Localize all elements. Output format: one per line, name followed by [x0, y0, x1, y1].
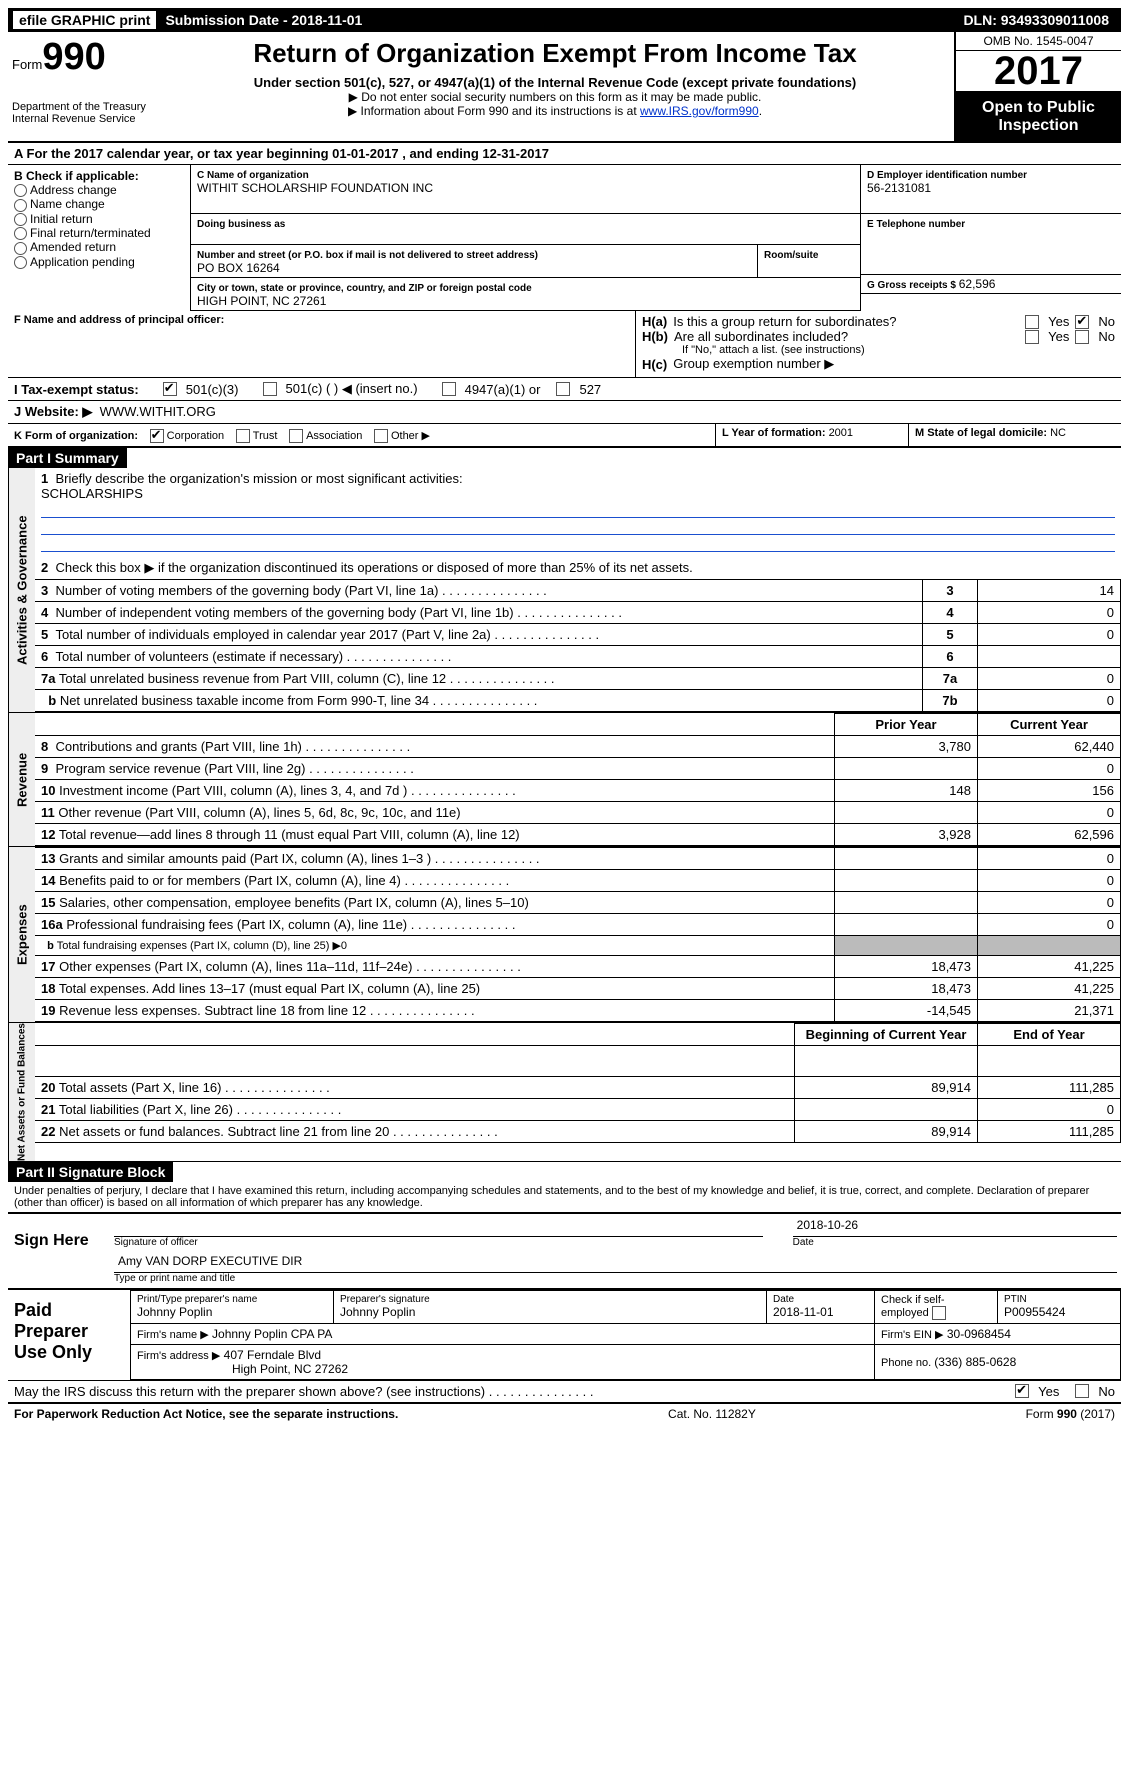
dln: DLN: 93493309011008: [963, 12, 1109, 28]
discuss-no[interactable]: [1075, 1384, 1089, 1398]
discuss-yes[interactable]: [1015, 1384, 1029, 1398]
form-footer-label: Form: [1026, 1407, 1057, 1421]
ptin-value: P00955424: [1004, 1305, 1065, 1319]
subtitle: Under section 501(c), 527, or 4947(a)(1)…: [166, 75, 944, 90]
note-ssn: ▶ Do not enter social security numbers o…: [166, 90, 944, 104]
part-1-header: Part I Summary: [8, 448, 1121, 468]
paid-preparer-block: Paid Preparer Use Only Print/Type prepar…: [8, 1288, 1121, 1380]
check-amended-return[interactable]: [14, 242, 27, 255]
col-c-org-info: C Name of organization WITHIT SCHOLARSHI…: [191, 165, 861, 311]
row-k-form-org: K Form of organization: Corporation Trus…: [8, 424, 716, 446]
chk-association[interactable]: [289, 429, 303, 443]
vlabel-net-assets: Net Assets or Fund Balances: [8, 1023, 35, 1161]
tax-year: 2017: [956, 51, 1121, 93]
form-title: Return of Organization Exempt From Incom…: [166, 38, 944, 69]
chk-trust[interactable]: [236, 429, 250, 443]
section-bcd: B Check if applicable: Address change Na…: [8, 165, 1121, 311]
firm-phone: (336) 885-0628: [934, 1355, 1016, 1369]
chk-527[interactable]: [556, 382, 570, 396]
sign-here-block: Sign Here Signature of officer 2018-10-2…: [8, 1212, 1121, 1288]
firm-address: 407 Ferndale Blvd: [224, 1348, 321, 1362]
officer-name: Amy VAN DORP EXECUTIVE DIR: [114, 1254, 1117, 1273]
net-assets-table: Beginning of Current YearEnd of Year 20 …: [35, 1023, 1121, 1143]
ein-value: 56-2131081: [867, 181, 931, 195]
vlabel-expenses: Expenses: [8, 847, 35, 1022]
firm-name: Johnny Poplin CPA PA: [212, 1327, 332, 1341]
dba-label: Doing business as: [197, 219, 285, 230]
note-info: ▶ Information about Form 990 and its ins…: [166, 104, 944, 118]
org-name: WITHIT SCHOLARSHIP FOUNDATION INC: [197, 181, 433, 195]
h-b-yes[interactable]: [1025, 330, 1039, 344]
efile-print-button[interactable]: efile GRAPHIC print: [12, 10, 157, 30]
row-j-website: J Website: ▶ WWW.WITHIT.ORG: [8, 401, 1121, 424]
row-h-group: H(a) Is this a group return for subordin…: [636, 311, 1121, 377]
governance-table: 3 Number of voting members of the govern…: [35, 579, 1121, 712]
street-address: PO BOX 16264: [197, 261, 280, 275]
chk-self-employed[interactable]: [932, 1306, 946, 1320]
check-initial-return[interactable]: [14, 213, 27, 226]
signature-officer[interactable]: [114, 1218, 763, 1237]
h-a-yes[interactable]: [1025, 315, 1039, 329]
city-state-zip: HIGH POINT, NC 27261: [197, 294, 326, 308]
chk-corporation[interactable]: [150, 429, 164, 443]
chk-501c3[interactable]: [163, 382, 177, 396]
part-2-header: Part II Signature Block: [8, 1162, 1121, 1182]
chk-501c[interactable]: [263, 382, 277, 396]
submission-date: Submission Date - 2018-11-01: [165, 12, 362, 28]
check-address-change[interactable]: [14, 184, 27, 197]
chk-4947[interactable]: [442, 382, 456, 396]
check-name-change[interactable]: [14, 199, 27, 212]
irs-link[interactable]: www.IRS.gov/form990: [640, 104, 759, 118]
row-a-tax-year: A For the 2017 calendar year, or tax yea…: [8, 143, 1121, 165]
h-b-no[interactable]: [1075, 330, 1089, 344]
vlabel-revenue: Revenue: [8, 713, 35, 846]
mission-value: SCHOLARSHIPS: [41, 486, 143, 501]
perjury-statement: Under penalties of perjury, I declare th…: [8, 1182, 1121, 1212]
preparer-date: 2018-11-01: [773, 1305, 834, 1319]
website-value: WWW.WITHIT.ORG: [100, 404, 216, 419]
preparer-signature: Johnny Poplin: [340, 1305, 415, 1319]
firm-ein: 30-0968454: [947, 1327, 1011, 1341]
col-b-checkboxes: B Check if applicable: Address change Na…: [8, 165, 191, 311]
expenses-table: 13 Grants and similar amounts paid (Part…: [35, 847, 1121, 1022]
signature-date: 2018-10-26: [793, 1218, 1117, 1237]
open-to-public: Open to Public Inspection: [956, 93, 1121, 141]
room-suite-label: Room/suite: [764, 250, 818, 261]
topbar: efile GRAPHIC print Submission Date - 20…: [8, 8, 1121, 32]
preparer-name: Johnny Poplin: [137, 1305, 212, 1319]
gross-receipts-value: 62,596: [959, 277, 996, 291]
discuss-row: May the IRS discuss this return with the…: [8, 1380, 1121, 1402]
h-a-no[interactable]: [1075, 315, 1089, 329]
row-m-state: M State of legal domicile: NC: [909, 424, 1121, 446]
row-l-year: L Year of formation: 2001: [716, 424, 909, 446]
department: Department of the Treasury Internal Reve…: [12, 101, 152, 125]
check-final-return[interactable]: [14, 227, 27, 240]
check-application-pending[interactable]: [14, 256, 27, 269]
telephone-label: E Telephone number: [867, 219, 965, 230]
form-header: Form990 Department of the Treasury Inter…: [8, 32, 1121, 143]
col-d-identifiers: D Employer identification number 56-2131…: [861, 165, 1121, 311]
chk-other[interactable]: [374, 429, 388, 443]
row-i-tax-exempt: I Tax-exempt status: 501(c)(3) 501(c) ( …: [8, 378, 1121, 401]
revenue-table: Prior YearCurrent Year 8 Contributions a…: [35, 713, 1121, 846]
vlabel-governance: Activities & Governance: [8, 468, 35, 712]
row-f-officer: F Name and address of principal officer:: [8, 311, 636, 377]
page-footer: For Paperwork Reduction Act Notice, see …: [8, 1402, 1121, 1424]
form-number: Form990: [12, 36, 152, 79]
